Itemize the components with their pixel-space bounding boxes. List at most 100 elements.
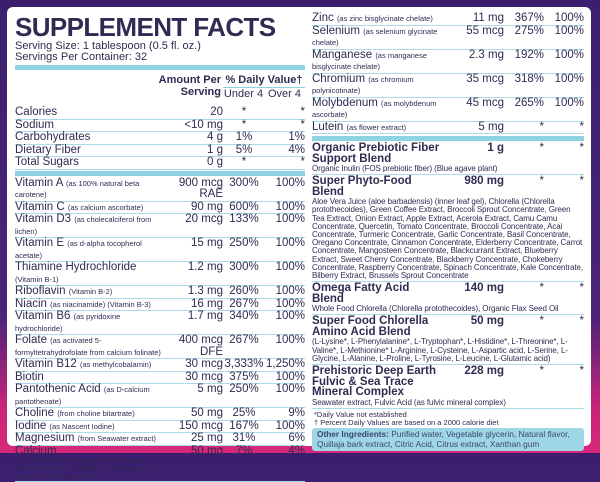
amount-header: Amount Per Serving bbox=[143, 74, 223, 107]
nutrient-row: Vitamin E (as d-alpha tocopherol acetate… bbox=[15, 238, 305, 262]
nutrient-row: Chromium (as chromium polynicotinate)35 … bbox=[312, 74, 584, 98]
nutrient-amount: 5 mg bbox=[442, 122, 504, 134]
nutrient-label: Chromium bbox=[312, 73, 365, 85]
dv-under-4: 265% bbox=[504, 98, 544, 121]
dv-over-4: * bbox=[265, 157, 305, 169]
dv-under-4: * bbox=[504, 143, 544, 164]
nutrient-label: Biotin bbox=[15, 371, 44, 383]
nutrient-amount: 16 mg bbox=[165, 299, 223, 311]
dv-under-4: * bbox=[504, 283, 544, 304]
nutrient-name: Riboflavin (Vitamin B-2) bbox=[15, 286, 165, 298]
nutrient-row: Lutein (as flower extract)5 mg** bbox=[312, 122, 584, 135]
nutrient-source: (as methylcobalamin) bbox=[80, 360, 151, 369]
nutrient-amount: 20 bbox=[165, 107, 223, 119]
nutrient-amount: 90 mg bbox=[165, 202, 223, 214]
nutrient-label: Sodium bbox=[15, 119, 54, 131]
nutrient-name: Folate (as activated 5-formyltetrahydrof… bbox=[15, 335, 165, 358]
nutrient-source: (from choline bitartrate) bbox=[57, 409, 135, 418]
nutrient-name: Vitamin B6 (as pyridoxine hydrochloride) bbox=[15, 311, 165, 334]
nutrient-label: Pantothenic Acid bbox=[15, 383, 101, 395]
footnote: † Percent Daily Values are based on a 20… bbox=[312, 419, 584, 427]
dv-over-4: 6% bbox=[265, 433, 305, 445]
nutrient-row: Vitamin D3 (as cholecalciferol from lich… bbox=[15, 214, 305, 238]
nutrient-label: Riboflavin bbox=[15, 285, 66, 297]
nutrient-amount: 25 mg bbox=[165, 433, 223, 445]
nutrient-name: Calories bbox=[15, 107, 165, 119]
nutrient-amount: 11 mg bbox=[442, 13, 504, 25]
dv-over-4: * bbox=[544, 316, 584, 337]
nutrient-name: Selenium (as selenium glycinate chelate) bbox=[312, 26, 442, 49]
dv-under-4: 3,333% bbox=[223, 359, 265, 371]
dv-under-4: 300% bbox=[223, 178, 265, 201]
nutrient-name: Carbohydrates bbox=[15, 132, 165, 144]
nutrient-amount: 400 mcg DFE bbox=[165, 335, 223, 358]
dv-under-4: * bbox=[223, 107, 265, 119]
nutrient-name: Chromium (as chromium polynicotinate) bbox=[312, 74, 442, 97]
table-header: Amount Per Serving % Daily Value† Under … bbox=[15, 71, 305, 107]
nutrient-amount: 50 mg bbox=[165, 446, 223, 482]
nutrient-amount: 150 mcg bbox=[165, 421, 223, 433]
divider-bar bbox=[15, 65, 305, 70]
daily-value-header: % Daily Value† bbox=[223, 74, 305, 86]
dv-under-4: 275% bbox=[504, 26, 544, 49]
dv-under-4: 25% bbox=[223, 408, 265, 420]
dv-over-4: 4% bbox=[265, 145, 305, 157]
other-ingredients-label: Other Ingredients: bbox=[317, 429, 389, 439]
nutrient-row: Pantothenic Acid (as D-calcium pantothen… bbox=[15, 384, 305, 408]
nutrient-row: Vitamin B6 (as pyridoxine hydrochloride)… bbox=[15, 311, 305, 335]
blend-name: Omega Fatty Acid Blend bbox=[312, 283, 442, 304]
right-column: Zinc (as zinc bisglycinate chelate)11 mg… bbox=[312, 13, 584, 451]
dv-under-4: * bbox=[223, 157, 265, 169]
dv-over-4: 4% bbox=[265, 446, 305, 482]
nutrient-label: Vitamin D3 bbox=[15, 213, 71, 225]
nutrient-amount: 50 mg bbox=[165, 408, 223, 420]
nutrient-label: Niacin bbox=[15, 298, 47, 310]
nutrient-amount: 1 g bbox=[165, 145, 223, 157]
nutrient-amount: 2.3 mg bbox=[442, 50, 504, 73]
nutrient-name: Sodium bbox=[15, 120, 165, 132]
dv-over-4: 100% bbox=[265, 421, 305, 433]
dv-under-4: 600% bbox=[223, 202, 265, 214]
dv-under-4: 250% bbox=[223, 384, 265, 407]
dv-under-4: 318% bbox=[504, 74, 544, 97]
nutrient-name: Total Sugars bbox=[15, 157, 165, 169]
nutrient-name: Vitamin E (as d-alpha tocopherol acetate… bbox=[15, 238, 165, 261]
blend-ingredients: (L-Lysine*, L-Phenylalanine*, L-Tryptoph… bbox=[312, 338, 584, 363]
nutrient-name: Thiamine Hydrochloride (Vitamin B-1) bbox=[15, 262, 165, 285]
nutrient-label: Dietary Fiber bbox=[15, 144, 81, 156]
nutrient-label: Selenium bbox=[312, 25, 360, 37]
dv-under-4: 250% bbox=[223, 238, 265, 261]
nutrient-source: (from Seawater extract) bbox=[78, 434, 156, 443]
nutrient-row: Selenium (as selenium glycinate chelate)… bbox=[312, 26, 584, 50]
nutrient-label: Carbohydrates bbox=[15, 131, 90, 143]
nutrient-label: Calcium bbox=[15, 445, 57, 457]
nutrient-source: (as Nascent Iodine) bbox=[50, 422, 115, 431]
nutrient-label: Vitamin A bbox=[15, 177, 63, 189]
nutrient-amount: 35 mcg bbox=[442, 74, 504, 97]
dv-under-4: 7% bbox=[223, 446, 265, 482]
dv-over-4: * bbox=[265, 120, 305, 132]
dv-over-4: * bbox=[544, 283, 584, 304]
dv-over-4: 100% bbox=[265, 214, 305, 237]
nutrient-name: Vitamin D3 (as cholecalciferol from lich… bbox=[15, 214, 165, 237]
nutrient-name: Vitamin A (as 100% natural beta carotene… bbox=[15, 178, 165, 201]
blend-amount: 980 mg bbox=[442, 176, 504, 197]
blend-ingredients: Whole Food Chlorella (Chlorella protothe… bbox=[312, 305, 584, 313]
dv-over-4: 100% bbox=[544, 98, 584, 121]
nutrient-name: Manganese (as manganese bisglycinate che… bbox=[312, 50, 442, 73]
dv-over-4: 100% bbox=[265, 372, 305, 384]
nutrient-name: Magnesium (from Seawater extract) bbox=[15, 433, 165, 445]
blend-ingredients: Organic Inulin (FOS prebiotic fiber) (Bl… bbox=[312, 165, 584, 173]
nutrient-row: Folate (as activated 5-formyltetrahydrof… bbox=[15, 335, 305, 359]
dv-under-4: 267% bbox=[223, 299, 265, 311]
nutrient-label: Manganese bbox=[312, 49, 372, 61]
dv-under-4: 300% bbox=[223, 262, 265, 285]
divider-bar bbox=[15, 171, 305, 176]
dv-under-4: 267% bbox=[223, 335, 265, 358]
